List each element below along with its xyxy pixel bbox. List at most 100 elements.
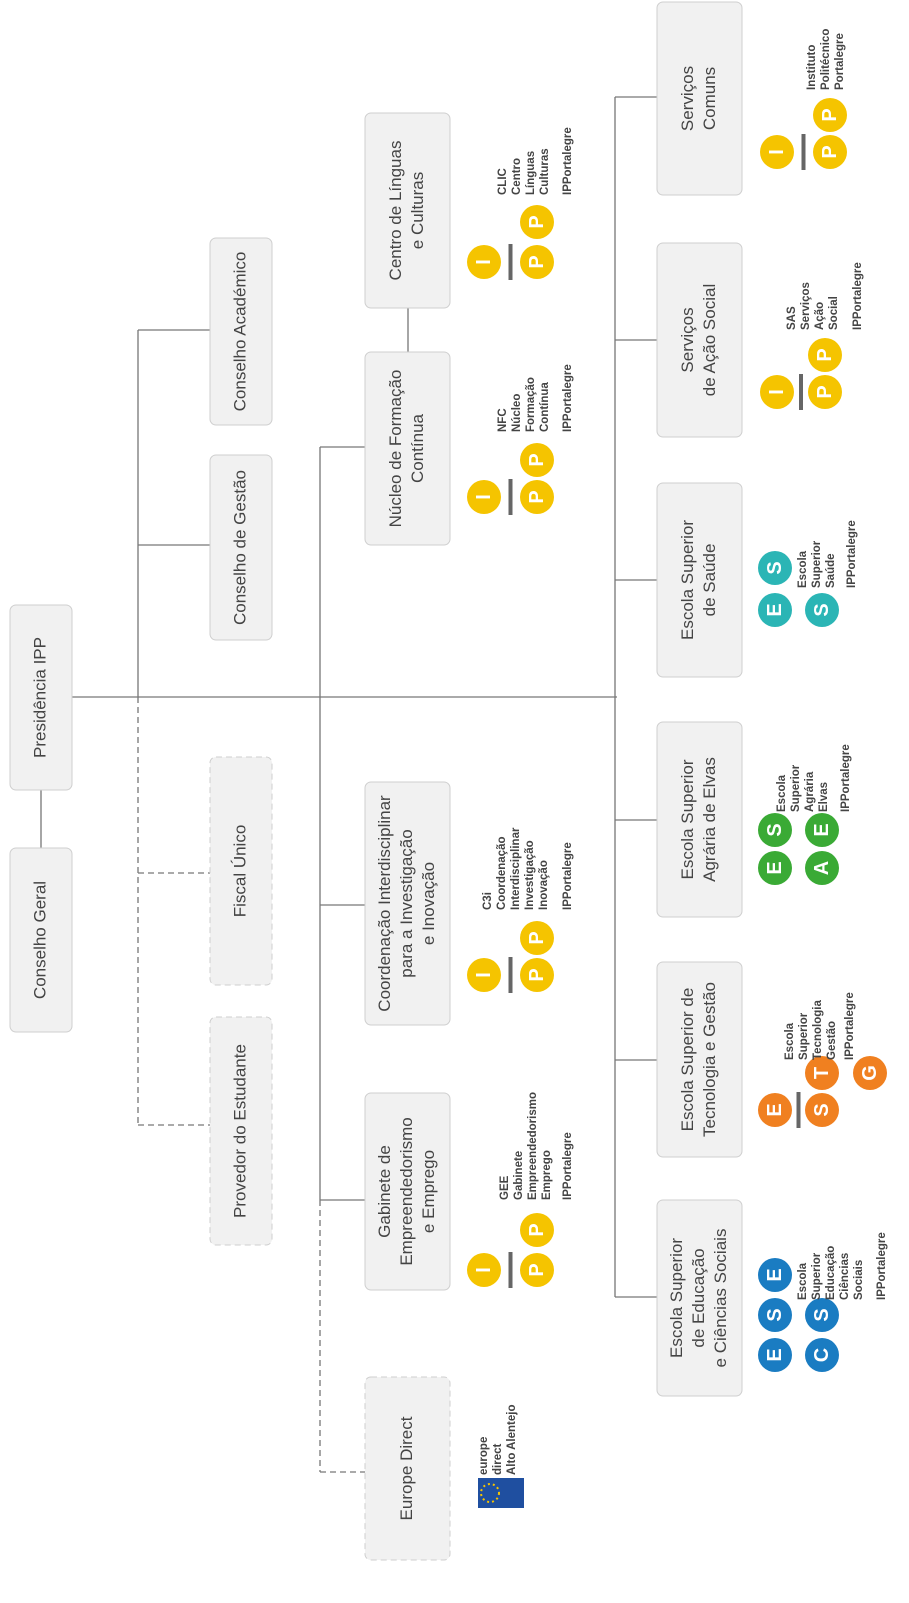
logo-letter: P xyxy=(814,348,836,361)
logo-letter: S xyxy=(811,603,833,616)
logo: I P P GEE Gabinete Empreendedorismo Emprego IPP… xyxy=(467,1092,574,1288)
logo: I P P SAS Serviços Ação Social IPPortalegre xyxy=(760,262,864,410)
logo-circle xyxy=(805,1056,839,1090)
logo-text: Coordenação xyxy=(496,837,508,911)
node-box xyxy=(9,604,73,791)
logo-text: IPPortalegre xyxy=(562,364,574,432)
logo-circle xyxy=(805,1093,839,1127)
node-box xyxy=(364,1092,451,1291)
node: Gabinete de Empreendedorismo e Emprego xyxy=(364,1092,451,1291)
logo-letter: A xyxy=(811,861,833,875)
logo-text: Superior xyxy=(811,540,823,588)
node-box xyxy=(364,351,451,546)
logo-letter: I xyxy=(766,149,788,155)
logo-circle xyxy=(805,851,839,885)
logo: E S T G Escola Superior Tecnologia Gestão IPPort… xyxy=(758,992,887,1128)
logo-letter: P xyxy=(526,453,548,466)
logo-letter: P xyxy=(526,255,548,268)
logo-text: Escola xyxy=(784,1022,796,1060)
logo-circle xyxy=(520,958,554,992)
node-label: Serviços xyxy=(678,66,697,131)
node-box xyxy=(209,1016,273,1246)
logo-text: Línguas xyxy=(525,151,537,195)
logo-letter: P xyxy=(819,145,841,158)
logo-letter: E xyxy=(764,861,786,874)
node-label: Escola Superior de xyxy=(678,988,697,1132)
logo-text: Escola xyxy=(797,1262,809,1300)
logo-text: IPPortalegre xyxy=(876,1232,888,1300)
logo-letter: E xyxy=(811,823,833,836)
node: Escola Superior de Tecnologia e Gestão xyxy=(656,961,743,1158)
eu-flag xyxy=(478,1478,524,1508)
logo-circle xyxy=(805,813,839,847)
logo-circle xyxy=(758,1093,792,1127)
logo-bar xyxy=(796,1092,801,1128)
node-label: para a Investigação xyxy=(397,829,416,977)
logo-text: Escola xyxy=(797,550,809,588)
logo-circle xyxy=(758,593,792,627)
node-label: Serviços xyxy=(678,307,697,372)
logo-text: IPPortalegre xyxy=(562,127,574,195)
node: Conselho de Gestão xyxy=(209,454,273,641)
logo-text: Ciências xyxy=(839,1253,851,1300)
logo-text: Agrária xyxy=(804,771,816,812)
node-label: Contínua xyxy=(408,413,427,483)
logo-circle xyxy=(758,551,792,585)
logo-text: IPPortalegre xyxy=(844,992,856,1060)
logo-text: C3i xyxy=(482,892,494,910)
logo-letter: E xyxy=(764,603,786,616)
logo-circle xyxy=(520,1213,554,1247)
logo-text: NFC xyxy=(497,408,509,432)
logo-text: Formação xyxy=(525,377,537,432)
logo-circle xyxy=(760,375,794,409)
node-label: Fiscal Único xyxy=(230,825,249,918)
node-box xyxy=(209,237,273,426)
node-box xyxy=(656,482,743,678)
logo-text: Centro xyxy=(511,158,523,195)
node-box xyxy=(364,781,451,1026)
logo: I P P CLIC Centro Línguas Culturas IPPortalegre xyxy=(467,127,574,280)
logo-circle xyxy=(760,135,794,169)
logo-circle xyxy=(758,1338,792,1372)
logo-letter: P xyxy=(526,215,548,228)
logo-bar xyxy=(801,134,806,170)
logo-text: Saúde xyxy=(825,553,837,588)
logo-text: Superior xyxy=(790,764,802,812)
node-box xyxy=(656,1199,743,1397)
node-box xyxy=(656,1,743,196)
logo-bar xyxy=(799,374,803,410)
logo-circle xyxy=(758,851,792,885)
logo-text: Ação xyxy=(814,302,826,330)
logo-circle xyxy=(520,480,554,514)
node: Presidência IPP xyxy=(9,604,73,791)
node-label: de Educação xyxy=(689,1248,708,1347)
node-label: Conselho de Gestão xyxy=(230,470,249,625)
logo-text: GEE xyxy=(499,1175,511,1200)
logo-letter: T xyxy=(811,1067,833,1079)
logo-circle xyxy=(813,135,847,169)
node-label: Escola Superior xyxy=(678,759,697,879)
node-box xyxy=(364,112,451,309)
node-label: e Ciências Sociais xyxy=(711,1229,730,1368)
logo-text: europe xyxy=(478,1437,490,1475)
node-label: Tecnologia e Gestão xyxy=(700,982,719,1137)
logo-letter: I xyxy=(766,389,788,395)
logo-bar xyxy=(508,479,513,515)
node-label: e Culturas xyxy=(408,172,427,249)
logo: I P P Instituto Politécnico Portalegre xyxy=(760,29,847,170)
node-label: Provedor do Estudante xyxy=(230,1044,249,1218)
node: Europe Direct xyxy=(364,1376,451,1561)
node-label: e Emprego xyxy=(419,1150,438,1233)
logo-text: Politécnico xyxy=(820,29,832,90)
node-box xyxy=(656,242,743,438)
logo-circle xyxy=(467,480,501,514)
logo-circle xyxy=(805,1338,839,1372)
node: Conselho Geral xyxy=(9,847,73,1033)
logo-circle xyxy=(520,1253,554,1287)
logo: I P P NFC Núcleo Formação Contínua IPPortalegre xyxy=(467,364,574,515)
logo-text: Alto Alentejo xyxy=(506,1405,518,1476)
node-label: de Ação Social xyxy=(700,284,719,396)
logo-text: IPPortalegre xyxy=(846,520,858,588)
logo-letter: I xyxy=(473,494,495,500)
logo: europe direct Alto Alentejo xyxy=(478,1405,518,1476)
